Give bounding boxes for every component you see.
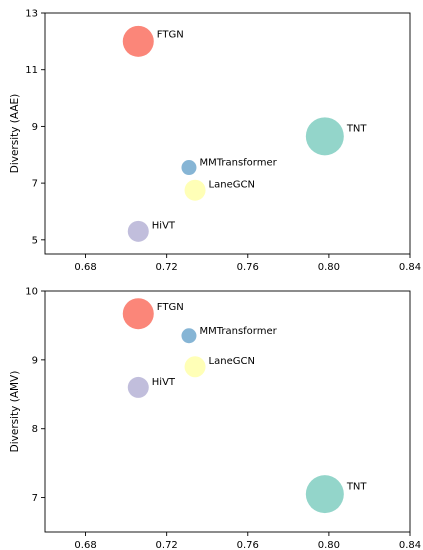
chart-1-point-hivt: [127, 220, 149, 242]
chart-2-point-mmtransformer: [181, 328, 197, 344]
chart-1-point-label-tnt: TNT: [346, 124, 368, 135]
chart-2-x-tick-label: 0.68: [74, 540, 96, 550]
chart-2-point-label-ftgn: FTGN: [157, 302, 184, 313]
chart-2-x-tick-label: 0.84: [399, 540, 421, 550]
chart-1-y-tick-label: 5: [32, 235, 38, 246]
chart-1-x-tick-label: 0.72: [156, 262, 178, 273]
chart-1-x-tick-label: 0.84: [399, 262, 421, 273]
chart-1-y-axis-label: Diversity (AAE): [9, 94, 21, 174]
chart-2-y-tick-label: 7: [32, 493, 38, 504]
chart-1-y-tick-label: 9: [32, 122, 38, 133]
chart-2-y-tick-label: 8: [32, 424, 38, 435]
chart-1-y-tick-label: 11: [25, 65, 38, 76]
chart-2-point-label-lanegcn: LaneGCN: [209, 356, 255, 367]
chart-1-point-label-ftgn: FTGN: [157, 29, 184, 40]
chart-2-x-tick-label: 0.76: [237, 540, 259, 550]
chart-1-point-label-mmtransformer: MMTransformer: [199, 158, 277, 169]
chart-1-point-lanegcn: [184, 179, 206, 201]
chart-2-y-tick-label: 10: [25, 287, 38, 298]
chart-1-y-tick-label: 7: [32, 179, 38, 190]
chart-1-plot-frame: [44, 12, 411, 255]
chart-2-point-tnt: [305, 475, 344, 514]
chart-2-point-label-hivt: HiVT: [152, 377, 176, 388]
chart-1-point-ftgn: [122, 25, 154, 57]
chart-2-x-tick-label: 0.72: [156, 540, 178, 550]
chart-2-point-ftgn: [122, 298, 154, 330]
chart-2-point-label-mmtransformer: MMTransformer: [199, 326, 277, 337]
chart-2-y-tick-label: 9: [32, 355, 38, 366]
chart-1-point-label-lanegcn: LaneGCN: [209, 180, 255, 191]
chart-2-y-axis-label: Diversity (AMV): [9, 371, 21, 453]
chart-2-point-lanegcn: [184, 356, 206, 378]
chart-1-y-tick-label: 13: [25, 9, 38, 20]
chart-1-point-tnt: [305, 117, 344, 156]
chart-1-point-label-hivt: HiVT: [152, 221, 176, 232]
chart-1-x-tick-label: 0.68: [74, 262, 96, 273]
chart-2-plot-frame: [44, 290, 411, 533]
chart-1-x-tick-label: 0.76: [237, 262, 259, 273]
chart-2-x-tick-label: 0.80: [318, 540, 340, 550]
chart-1-x-tick-label: 0.80: [318, 262, 340, 273]
chart-1-point-mmtransformer: [181, 160, 197, 176]
chart-2-point-hivt: [127, 376, 149, 398]
chart-2-point-label-tnt: TNT: [346, 481, 368, 492]
